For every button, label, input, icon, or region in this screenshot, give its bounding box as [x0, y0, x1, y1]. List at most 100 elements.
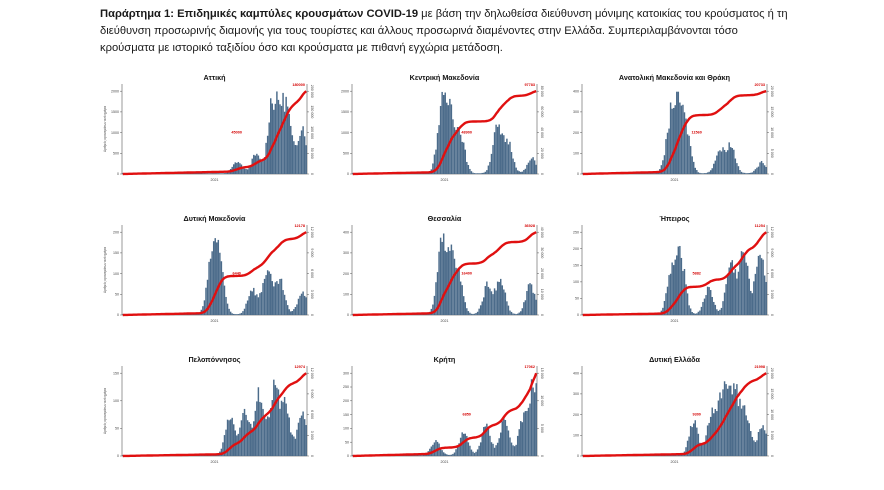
daily-cases-bar — [214, 238, 216, 315]
daily-cases-bar — [478, 308, 480, 315]
daily-cases-bar — [446, 454, 448, 456]
daily-cases-bar — [651, 173, 653, 174]
daily-cases-bar — [762, 163, 764, 174]
epidemic-curve-panel: Δυτική Ελλάδα 0 100 200 300 400 0 5 000 10 000 15… — [560, 352, 782, 482]
daily-cases-bar — [303, 295, 306, 315]
daily-cases-bar — [751, 172, 754, 174]
daily-cases-bar — [226, 171, 229, 174]
y2-tick-label: 12 000 — [310, 227, 314, 238]
daily-cases-bar — [677, 91, 680, 174]
daily-cases-bar — [763, 430, 766, 456]
daily-cases-bar — [706, 172, 709, 174]
daily-cases-bar — [674, 105, 676, 174]
daily-cases-bar — [296, 429, 298, 456]
daily-cases-bar — [688, 135, 690, 174]
daily-cases-bar — [220, 173, 223, 174]
y2-tick-label: 6 000 — [310, 410, 314, 419]
daily-cases-bar — [662, 160, 664, 174]
daily-cases-bar — [699, 310, 701, 315]
daily-cases-bar — [526, 164, 528, 174]
daily-cases-bar — [459, 281, 462, 315]
daily-cases-bar — [280, 105, 283, 174]
daily-cases-bar — [229, 419, 232, 456]
y-tick-label: 100 — [113, 272, 119, 276]
daily-cases-bar — [463, 433, 465, 456]
daily-cases-bar — [716, 155, 718, 174]
daily-cases-bar — [685, 118, 687, 174]
daily-cases-bar — [202, 306, 204, 315]
daily-cases-bar — [245, 168, 247, 174]
daily-cases-bar — [291, 311, 294, 315]
cumulative-mid-label: 6440 — [232, 272, 240, 276]
daily-cases-bar — [433, 442, 436, 456]
daily-cases-bar — [518, 171, 520, 174]
y2-tick-label: 20 000 — [540, 148, 544, 159]
cumulative-mid-label: 48900 — [461, 131, 472, 135]
daily-cases-bar — [680, 105, 683, 174]
daily-cases-bar — [277, 283, 280, 315]
epidemic-curve-panel: Θεσσαλία 0 100 200 300 400 0 10 000 20 000 30 000… — [330, 211, 552, 341]
y2-tick-label: 15 000 — [770, 388, 774, 399]
y2-tick-label: 6 000 — [310, 269, 314, 278]
chart-grid: Αττική 0 500 1000 1500 2000 0 50 000 100 000 150 … — [100, 70, 800, 490]
daily-cases-bar — [470, 449, 473, 456]
daily-cases-bar — [234, 162, 237, 174]
daily-cases-bar — [753, 440, 755, 456]
daily-cases-bar — [731, 394, 734, 456]
daily-cases-bar — [444, 250, 446, 315]
daily-cases-bar — [484, 426, 487, 456]
daily-cases-bar — [225, 172, 227, 174]
daily-cases-bar — [740, 171, 743, 174]
daily-cases-bar — [520, 171, 522, 174]
daily-cases-bar — [703, 173, 706, 174]
daily-cases-bar — [276, 281, 278, 315]
x-tick-label: 2021 — [671, 178, 679, 182]
y-tick-label: 150 — [113, 371, 119, 375]
cumulative-cases-line — [352, 231, 537, 317]
epidemic-curve-chart: Κρήτη 0 50 100 150 200 250 300 0 5 000 10 000 15 00… — [343, 355, 544, 464]
y-tick-label: 300 — [343, 371, 349, 375]
daily-cases-bar — [455, 449, 457, 456]
daily-cases-bar — [257, 297, 260, 315]
daily-cases-bar — [223, 435, 226, 456]
daily-cases-bar — [470, 171, 473, 174]
daily-cases-bar — [726, 274, 729, 315]
y-tick-label: 1500 — [341, 110, 349, 114]
daily-cases-bar — [759, 162, 761, 174]
daily-cases-bar — [463, 142, 465, 174]
daily-cases-bar — [288, 113, 290, 174]
daily-cases-bar — [717, 310, 720, 315]
daily-cases-bar — [265, 419, 267, 456]
daily-cases-bar — [300, 293, 303, 315]
epidemic-curve-panel: Κεντρική Μακεδονία 0 500 1000 1500 2000 0 20 00… — [330, 70, 552, 200]
daily-cases-bar — [225, 296, 227, 315]
daily-cases-bar — [260, 161, 263, 174]
daily-cases-bar — [253, 287, 255, 315]
x-tick-label: 2021 — [671, 319, 679, 323]
chart-title: Αττική — [203, 73, 225, 82]
daily-cases-bar — [696, 313, 698, 315]
daily-cases-bar — [582, 455, 584, 456]
daily-cases-bar — [305, 145, 307, 174]
daily-cases-bar — [476, 449, 479, 456]
daily-cases-bar — [270, 273, 272, 315]
daily-cases-bar — [450, 454, 453, 456]
epidemic-curve-panel: Ανατολική Μακεδονία και Θράκη 0 100 200 300 4… — [560, 70, 782, 200]
cumulative-end-label: 17062 — [524, 365, 535, 369]
daily-cases-bar — [512, 445, 514, 456]
daily-cases-bar — [299, 417, 301, 456]
daily-cases-bar — [430, 446, 433, 456]
daily-cases-bar — [754, 273, 757, 315]
daily-cases-bar — [419, 455, 422, 456]
cumulative-end-label: 12974 — [294, 365, 305, 369]
daily-cases-bar — [422, 454, 425, 456]
cumulative-cases-line — [122, 372, 307, 458]
daily-cases-bar — [679, 245, 681, 315]
daily-cases-bar — [730, 385, 732, 456]
daily-cases-bar — [421, 455, 423, 456]
daily-cases-bar — [666, 455, 669, 456]
daily-cases-bar — [733, 149, 735, 174]
cumulative-end-label: 36928 — [524, 224, 535, 228]
daily-cases-bar — [713, 163, 715, 174]
cumulative-cases-line — [352, 90, 537, 176]
